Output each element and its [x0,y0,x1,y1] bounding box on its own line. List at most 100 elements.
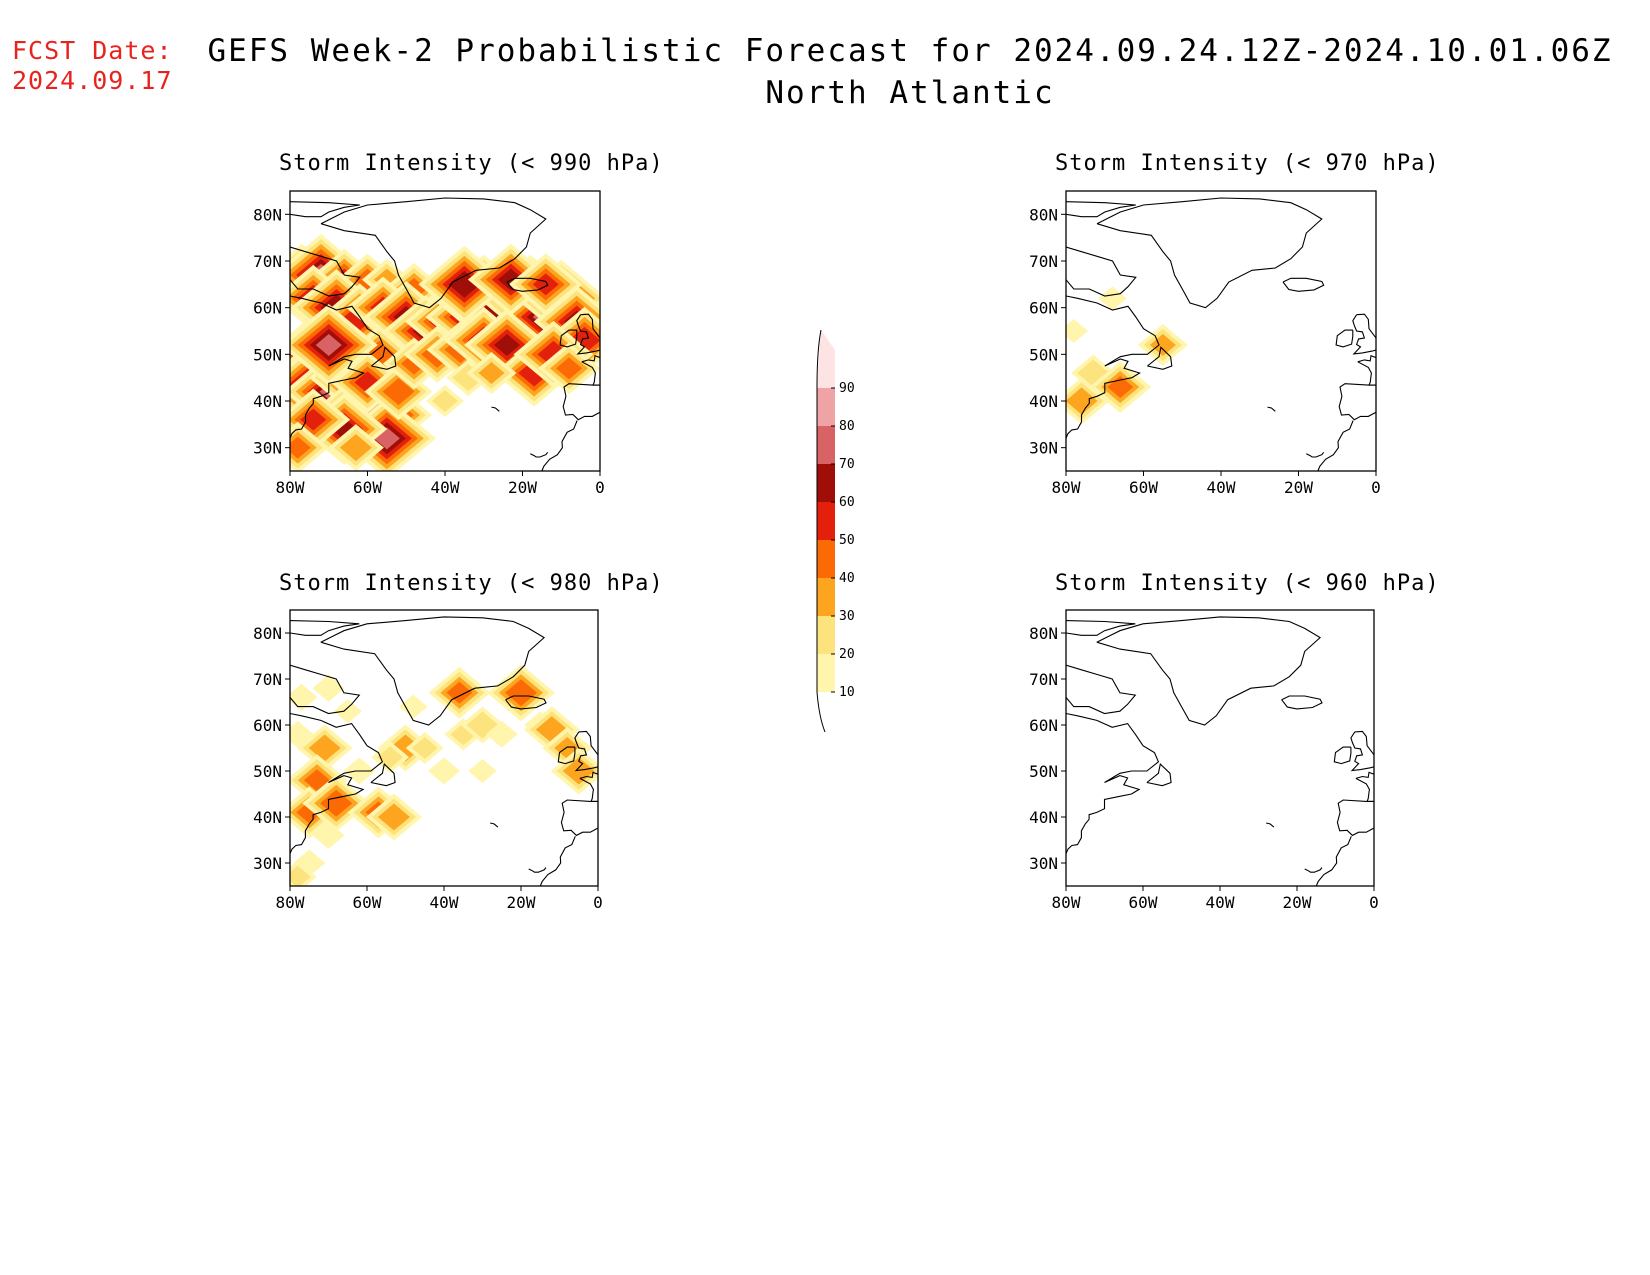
probability-cell [562,757,595,785]
coastline-canaries [528,867,547,873]
panel-title-980: Storm Intensity (< 980 hPa) [279,571,664,596]
probability-cell [333,699,362,724]
coastline-layer [1066,197,1376,471]
probability-cell [303,769,330,792]
colorbar-segment [817,464,835,502]
lon-label: 0 [1369,893,1379,912]
coastline-layer [290,197,600,471]
colorbar-segment [817,502,835,540]
coastline-newfoundland [1147,346,1173,370]
forecast-date: FCST Date: 2024.09.17 [12,36,173,96]
colorbar-label: 70 [839,457,855,472]
lon-label: 40W [430,893,459,912]
coastline-iberia [562,383,600,421]
coastline-iberia [560,799,598,837]
probability-cell [300,408,327,431]
coastline-france2 [1355,771,1374,779]
coastline-iceland [505,695,547,710]
probability-cell [532,273,559,296]
colorbar-flare [816,329,822,389]
coastline-iceland [1282,277,1325,292]
lat-label: 80N [1029,205,1058,224]
lat-label: 80N [253,624,282,643]
lon-label: 80W [1052,893,1081,912]
probability-cell [411,737,438,759]
lat-label: 40N [253,392,282,411]
lon-label: 40W [1206,893,1235,912]
forecast-date-label: FCST Date: [12,36,173,65]
probability-cell [478,362,505,384]
coastline-africa [1315,836,1352,886]
lat-label: 40N [1029,808,1058,827]
coastline-britain [574,730,598,772]
colorbar-segment [817,426,835,464]
lat-label: 70N [1029,670,1058,689]
probability-cell [568,326,600,354]
colorbar-label: 90 [839,381,855,396]
lat-label: 30N [1029,439,1058,458]
probability-cell [290,720,314,748]
coastline-greenland [320,197,547,309]
coastline-layer [290,616,598,886]
coastline-france [581,361,600,386]
probability-cell [1098,286,1127,311]
coastline-france [1355,777,1374,802]
probability-cell [290,436,311,459]
colorbar: 10 20 30 40 50 60 70 80 90 [816,329,855,733]
coastline-labrador [290,295,384,439]
panel-title-960: Storm Intensity (< 960 hPa) [1055,571,1440,596]
probability-cell [315,334,342,356]
probability-cell [485,720,518,748]
probability-cell [1066,319,1088,343]
coastline-baffin [290,664,361,715]
lat-label: 70N [253,252,282,271]
coastline-africa [1317,420,1354,471]
coastline-france [579,777,598,802]
lat-label: 60N [1029,299,1058,318]
probability-cell [308,734,341,762]
probability-cell [428,757,460,785]
coastline-canaries [530,451,549,458]
coastline-ellesmere [1066,620,1136,636]
coastline-ellesmere [1066,201,1136,218]
colorbar-label: 40 [839,571,855,586]
colorbar-segment [817,540,835,578]
coastline-france2 [1357,354,1376,363]
lon-label: 40W [1207,478,1236,497]
coastline-france2 [579,771,598,779]
coastline-africa [539,836,576,886]
coastline-france2 [581,354,600,363]
colorbar-label: 50 [839,533,855,548]
probability-cell [373,427,400,450]
coastline-greenland [1096,616,1322,726]
coastline-ireland [559,329,578,348]
coastline-labrador [1066,712,1160,855]
coastline-azores [490,822,499,828]
lat-label: 30N [1029,854,1058,873]
coastline-ellesmere [290,201,360,218]
lat-label: 40N [253,808,282,827]
lat-label: 60N [253,716,282,735]
probability-cell [290,865,311,886]
probability-cell [377,746,404,769]
colorbar-segment [817,578,835,616]
probability-cell [290,683,318,711]
map-panel-980: 80N 70N 60N 50N 40N 30N 80W 60W 40W 20W 0 [253,609,603,912]
lon-label: 0 [1371,478,1381,497]
coastline-newfoundland [1146,763,1172,787]
page-title: GEFS Week-2 Probabilistic Forecast for 2… [207,33,1613,69]
colorbar-segment [817,616,835,654]
lat-label: 50N [1029,345,1058,364]
lat-label: 50N [253,345,282,364]
coastline-baffin [290,246,361,297]
probability-cell [432,390,458,412]
coastline-greenland [1096,197,1323,309]
lon-label: 20W [507,893,536,912]
coastline-canaries [1306,451,1325,458]
lon-label: 20W [508,478,537,497]
lat-label: 60N [253,299,282,318]
coastline-ireland [557,746,576,765]
colorbar-segment [817,388,835,426]
probability-cell [1066,387,1098,415]
coastline-britain [576,313,600,355]
